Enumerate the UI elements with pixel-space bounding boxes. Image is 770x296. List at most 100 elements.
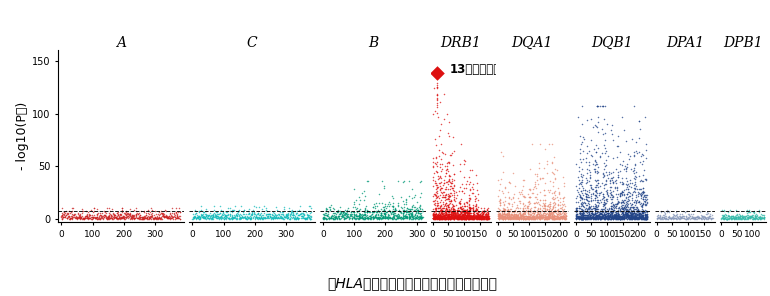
Point [558,201,571,206]
Point [631,211,643,215]
Point [427,215,440,220]
Point [605,122,618,127]
Point [317,215,330,220]
Point [162,215,175,220]
Point [137,216,149,221]
Point [440,213,453,218]
Point [625,185,638,190]
Point [545,206,557,211]
Point [196,215,208,220]
Point [627,215,639,220]
Point [576,216,588,221]
Point [636,211,648,215]
Point [735,216,748,221]
Point [437,206,450,211]
Point [570,205,582,210]
Point [634,214,646,218]
Point [482,214,494,219]
Point [161,215,173,220]
Point [614,190,627,195]
Point [611,202,623,206]
Point [152,215,164,220]
Point [505,215,517,220]
Point [737,214,749,219]
Point [293,212,305,217]
Point [440,215,453,220]
Point [430,196,442,201]
Point [388,216,400,221]
Point [598,213,610,217]
Point [481,210,494,214]
Point [322,210,334,214]
Point [474,216,487,221]
Point [625,213,638,218]
Point [427,112,439,117]
Point [640,177,652,182]
Point [541,215,554,220]
Point [541,216,553,221]
Point [584,203,597,208]
Point [236,216,248,221]
Point [317,215,330,220]
Point [616,214,628,218]
Point [72,215,85,220]
Point [336,213,348,218]
Point [99,213,111,217]
Point [633,118,645,123]
Point [640,203,652,208]
Point [599,216,611,221]
Point [546,216,558,221]
Point [128,212,140,217]
Point [339,215,351,220]
Point [728,216,740,221]
Point [435,215,447,220]
Point [449,216,461,221]
Point [467,216,480,221]
Point [481,216,494,221]
Point [508,214,521,219]
Point [467,216,479,221]
Point [541,216,554,221]
Point [208,211,220,215]
Point [407,216,419,221]
Point [550,216,562,221]
Point [186,216,199,221]
Point [614,214,626,219]
Point [591,215,603,220]
Point [639,216,651,221]
Point [369,213,381,218]
Point [627,215,639,220]
Point [431,200,444,205]
Point [456,213,468,218]
Point [530,213,542,218]
Point [82,215,95,220]
Point [236,215,248,220]
Point [152,216,165,221]
Point [524,206,537,211]
Point [338,210,350,215]
Point [248,204,260,209]
Point [681,216,693,221]
Point [687,215,699,220]
Point [415,215,427,220]
Point [474,214,486,218]
Point [537,215,550,220]
Point [447,207,460,212]
Point [429,216,441,221]
Point [688,208,701,213]
Point [571,215,584,220]
Point [427,216,439,221]
Point [657,213,669,217]
Point [189,210,202,215]
Point [477,211,489,216]
Point [378,212,390,216]
Point [492,215,504,220]
Point [477,216,490,221]
Point [591,215,604,220]
Point [229,214,241,219]
Point [474,214,486,219]
Point [429,212,441,216]
Point [368,215,380,220]
Point [158,215,170,219]
Point [674,213,686,218]
